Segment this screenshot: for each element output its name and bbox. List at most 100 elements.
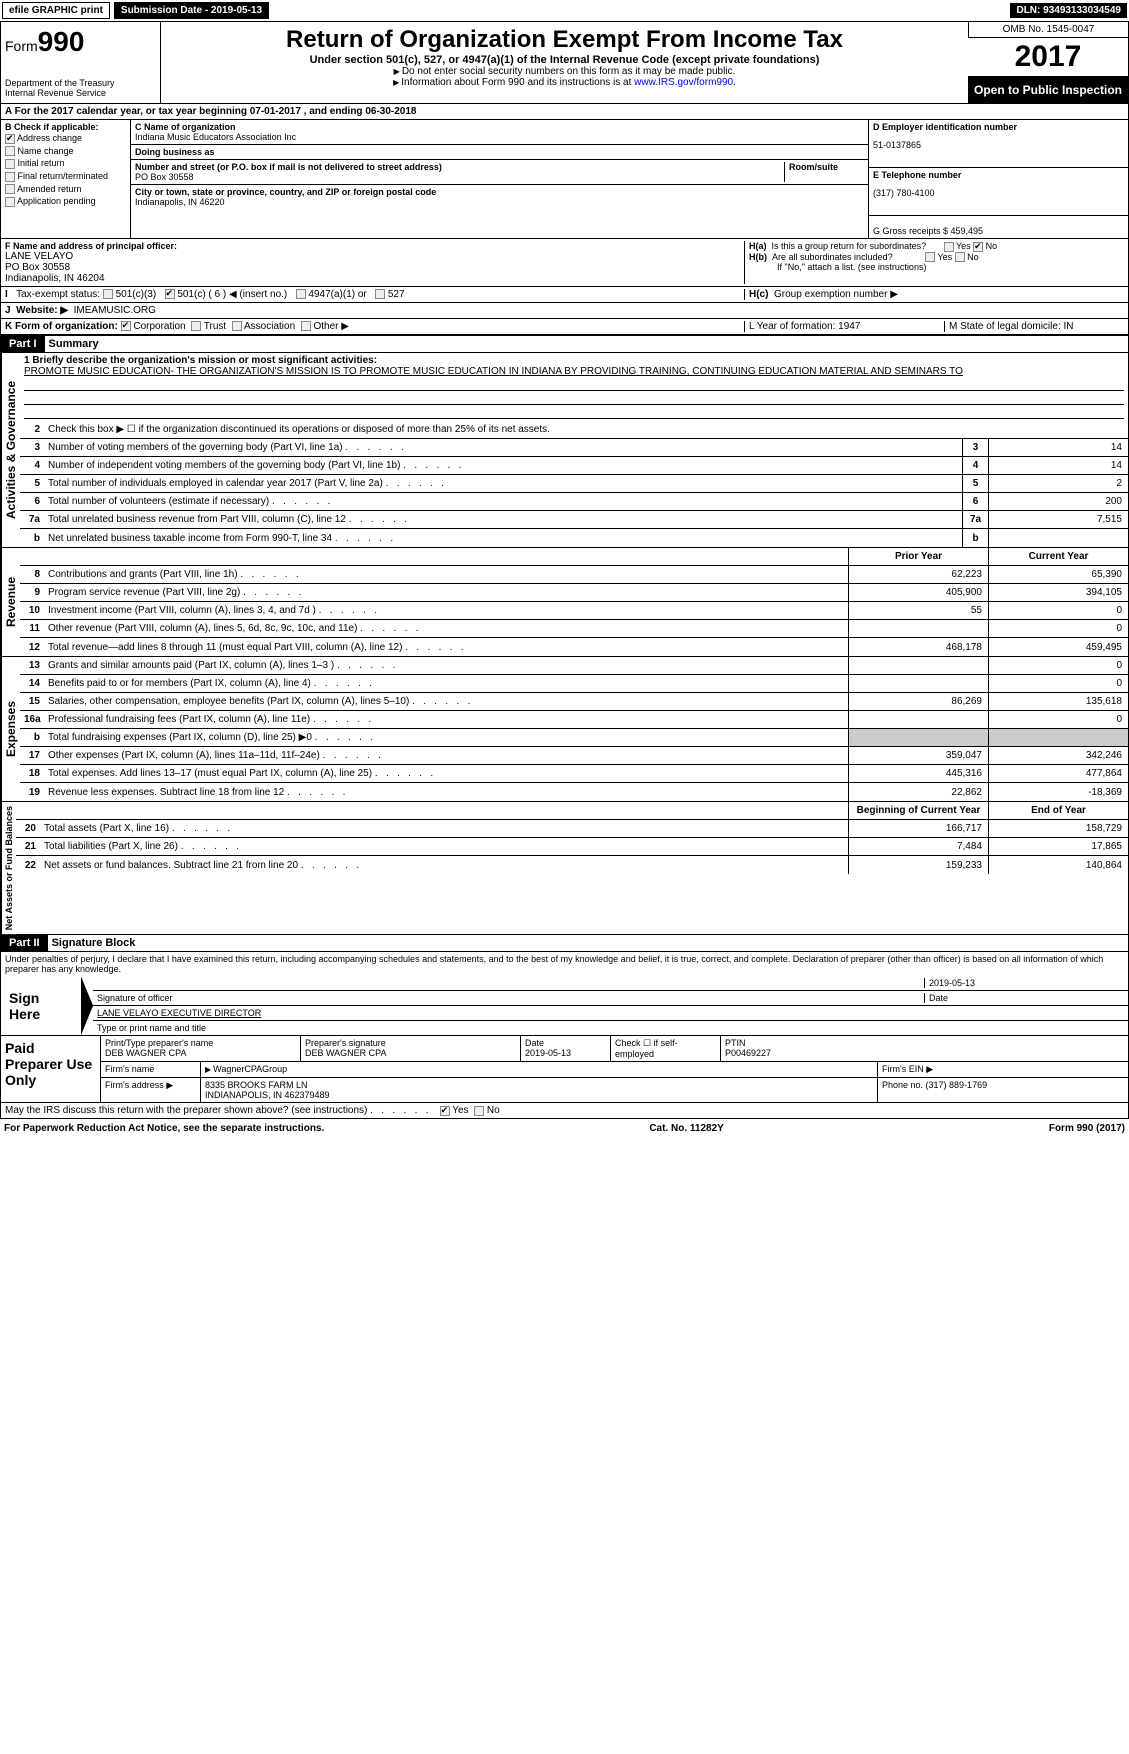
address-change-check[interactable] xyxy=(5,134,15,144)
tax-status-label: Tax-exempt status: xyxy=(16,289,100,300)
prep-name: DEB WAGNER CPA xyxy=(105,1048,296,1058)
officer-city: Indianapolis, IN 46204 xyxy=(5,273,744,284)
line-22: Net assets or fund balances. Subtract li… xyxy=(40,858,848,873)
end-year-head: End of Year xyxy=(988,802,1128,819)
line-8-prior: 62,223 xyxy=(848,566,988,583)
assoc-check[interactable] xyxy=(232,321,242,331)
line-10-prior: 55 xyxy=(848,602,988,619)
tel-label: E Telephone number xyxy=(873,170,1124,180)
hb-yes[interactable] xyxy=(925,252,935,262)
line-14-prior xyxy=(848,675,988,692)
4947-check[interactable] xyxy=(296,289,306,299)
line-18-cur: 477,864 xyxy=(988,765,1128,782)
line-20: Total assets (Part X, line 16) xyxy=(40,821,848,836)
form-note-1: Do not enter social security numbers on … xyxy=(165,66,964,77)
hb-no[interactable] xyxy=(955,252,965,262)
initial-return-check[interactable] xyxy=(5,159,15,169)
net-label: Net Assets or Fund Balances xyxy=(1,802,16,934)
form-note-2: Information about Form 990 and its instr… xyxy=(165,77,964,88)
line-12-prior: 468,178 xyxy=(848,638,988,656)
other-check[interactable] xyxy=(301,321,311,331)
type-name-label: Type or print name and title xyxy=(93,1021,1128,1035)
officer-name-sig: LANE VELAYO EXECUTIVE DIRECTOR xyxy=(97,1008,1124,1018)
line-8: Contributions and grants (Part VIII, lin… xyxy=(44,567,848,582)
footer-left: For Paperwork Reduction Act Notice, see … xyxy=(4,1123,324,1134)
perjury-text: Under penalties of perjury, I declare th… xyxy=(0,952,1129,976)
line-10: Investment income (Part VIII, column (A)… xyxy=(44,603,848,618)
form-header: Form990 Department of the Treasury Inter… xyxy=(0,21,1129,104)
discuss-row: May the IRS discuss this return with the… xyxy=(0,1103,1129,1119)
line-16a-prior xyxy=(848,711,988,728)
year-formation: L Year of formation: 1947 xyxy=(744,321,944,332)
line-11-prior xyxy=(848,620,988,637)
line-7a: Total unrelated business revenue from Pa… xyxy=(44,512,962,527)
line-19: Revenue less expenses. Subtract line 18 … xyxy=(44,785,848,800)
dept-label: Department of the Treasury xyxy=(5,78,156,88)
form-subtitle: Under section 501(c), 527, or 4947(a)(1)… xyxy=(165,54,964,66)
discuss-yes[interactable] xyxy=(440,1106,450,1116)
sign-arrow-icon xyxy=(81,976,93,1035)
hb-note: If "No," attach a list. (see instruction… xyxy=(749,262,1124,272)
ha-no[interactable] xyxy=(973,242,983,252)
line-6: Total number of volunteers (estimate if … xyxy=(44,494,962,509)
line-15: Salaries, other compensation, employee b… xyxy=(44,694,848,709)
website-label: Website: ▶ xyxy=(16,305,68,316)
line-b: Total fundraising expenses (Part IX, col… xyxy=(44,730,848,745)
line-21: Total liabilities (Part X, line 26) xyxy=(40,839,848,854)
section-bcd: B Check if applicable: Address change Na… xyxy=(0,120,1129,238)
trust-check[interactable] xyxy=(191,321,201,331)
dln-label: DLN: 93493133034549 xyxy=(1010,3,1127,18)
form-title: Return of Organization Exempt From Incom… xyxy=(165,26,964,54)
hc-label: Group exemption number ▶ xyxy=(774,289,898,300)
ha-yes[interactable] xyxy=(944,242,954,252)
irs-label: Internal Revenue Service xyxy=(5,88,156,98)
irs-link[interactable]: www.IRS.gov/form990 xyxy=(634,77,733,88)
prior-year-head: Prior Year xyxy=(848,548,988,565)
mission-text: PROMOTE MUSIC EDUCATION- THE ORGANIZATIO… xyxy=(24,366,963,377)
pending-check[interactable] xyxy=(5,197,15,207)
final-return-check[interactable] xyxy=(5,172,15,182)
line2-text: Check this box ▶ ☐ if the organization d… xyxy=(44,422,1128,437)
line-15-cur: 135,618 xyxy=(988,693,1128,710)
501c-check[interactable] xyxy=(165,289,175,299)
submission-date: Submission Date - 2019-05-13 xyxy=(114,2,269,19)
line-10-cur: 0 xyxy=(988,602,1128,619)
part1-header: Part I xyxy=(1,336,45,352)
line-11-cur: 0 xyxy=(988,620,1128,637)
line-17-cur: 342,246 xyxy=(988,747,1128,764)
line-7a-val: 7,515 xyxy=(988,511,1128,528)
footer-right: Form 990 (2017) xyxy=(1049,1123,1125,1134)
line-12: Total revenue—add lines 8 through 11 (mu… xyxy=(44,640,848,655)
line-8-cur: 65,390 xyxy=(988,566,1128,583)
form-org-label: K Form of organization: xyxy=(5,321,118,332)
name-change-check[interactable] xyxy=(5,146,15,156)
part2-header: Part II xyxy=(1,935,48,951)
line-21-cur: 17,865 xyxy=(988,838,1128,855)
omb-number: OMB No. 1545-0047 xyxy=(968,22,1128,38)
corp-check[interactable] xyxy=(121,321,131,331)
rev-label: Revenue xyxy=(1,548,20,656)
hb-label: Are all subordinates included? xyxy=(772,252,893,262)
officer-name: LANE VELAYO xyxy=(5,251,744,262)
ein-value: 51-0137865 xyxy=(873,140,1124,150)
line-16a-cur: 0 xyxy=(988,711,1128,728)
addr-label: Number and street (or P.O. box if mail i… xyxy=(135,162,784,172)
exp-label: Expenses xyxy=(1,657,20,801)
tel-value: (317) 780-4100 xyxy=(873,188,1124,198)
line-3: Number of voting members of the governin… xyxy=(44,440,962,455)
501c3-check[interactable] xyxy=(103,289,113,299)
discuss-no[interactable] xyxy=(474,1106,484,1116)
paid-prep-label: Paid Preparer Use Only xyxy=(1,1036,101,1102)
firm-phone: Phone no. (317) 889-1769 xyxy=(878,1078,1128,1102)
self-emp: Check ☐ if self-employed xyxy=(611,1036,721,1061)
org-name-label: C Name of organization xyxy=(135,122,864,132)
amended-check[interactable] xyxy=(5,184,15,194)
527-check[interactable] xyxy=(375,289,385,299)
line-17-prior: 359,047 xyxy=(848,747,988,764)
efile-button[interactable]: efile GRAPHIC print xyxy=(2,2,110,19)
line-9-prior: 405,900 xyxy=(848,584,988,601)
addr-value: PO Box 30558 xyxy=(135,172,784,182)
line-3-val: 14 xyxy=(988,439,1128,456)
line-22-cur: 140,864 xyxy=(988,856,1128,874)
tax-year-row: A For the 2017 calendar year, or tax yea… xyxy=(0,104,1129,120)
